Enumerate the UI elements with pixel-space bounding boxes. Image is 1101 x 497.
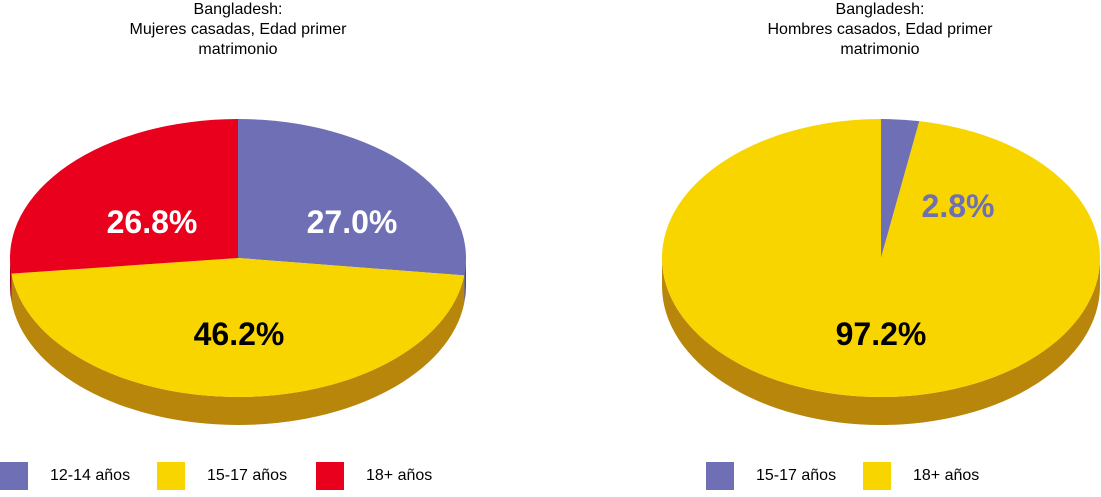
legend-swatch-purple [706,462,734,490]
legend-swatch-yellow [157,462,185,490]
legend-item-15-17: 15-17 años [157,462,287,490]
legend-label: 18+ años [913,467,980,484]
chart-1-title-line-2: Mujeres casadas, Edad primer [129,21,347,38]
chart-2-title: Bangladesh: Hombres casados, Edad primer… [730,0,1030,60]
legend-item-15-17: 15-17 años [706,462,836,490]
legend-swatch-red [316,462,344,490]
pie-chart-2: 2.8% 97.2% [662,119,1100,425]
pie-slice [881,119,920,258]
pie-data-label: 2.8% [922,188,995,224]
pie-data-label: 46.2% [194,316,285,352]
legend-label: 15-17 años [756,467,837,484]
pie-slice-side [10,258,12,302]
legend-item-18plus: 18+ años [863,462,979,490]
chart-2-title-line-1: Bangladesh: [835,1,925,18]
legend-item-12-14: 12-14 años [0,462,130,490]
pie-data-label: 26.8% [107,204,198,240]
pie-slice [662,119,1100,397]
legend-swatch-purple [0,462,28,490]
chart-2-title-line-2: Hombres casados, Edad primer [767,21,993,38]
pie-slice [11,258,465,397]
chart-1-title: Bangladesh: Mujeres casadas, Edad primer… [88,0,388,60]
pie-slice [9,118,239,274]
pie-chart-1: 27.0% 46.2% 26.8% [9,118,466,425]
chart-1-title-line-1: Bangladesh: [193,1,283,18]
pie-data-label: 97.2% [836,316,927,352]
legend-item-18plus: 18+ años [316,462,432,490]
pie-slice-side [464,258,466,304]
pie-slice [238,119,466,276]
legend-label: 12-14 años [50,467,131,484]
legend-swatch-yellow [863,462,891,490]
chart-2-title-line-3: matrimonio [840,41,920,58]
pie-slice-side [662,258,1100,425]
chart-1-title-line-3: matrimonio [198,41,278,58]
pie-data-label: 27.0% [307,204,398,240]
pie-slice-side [11,273,465,425]
legend-label: 15-17 años [207,467,288,484]
legend-label: 18+ años [366,467,433,484]
